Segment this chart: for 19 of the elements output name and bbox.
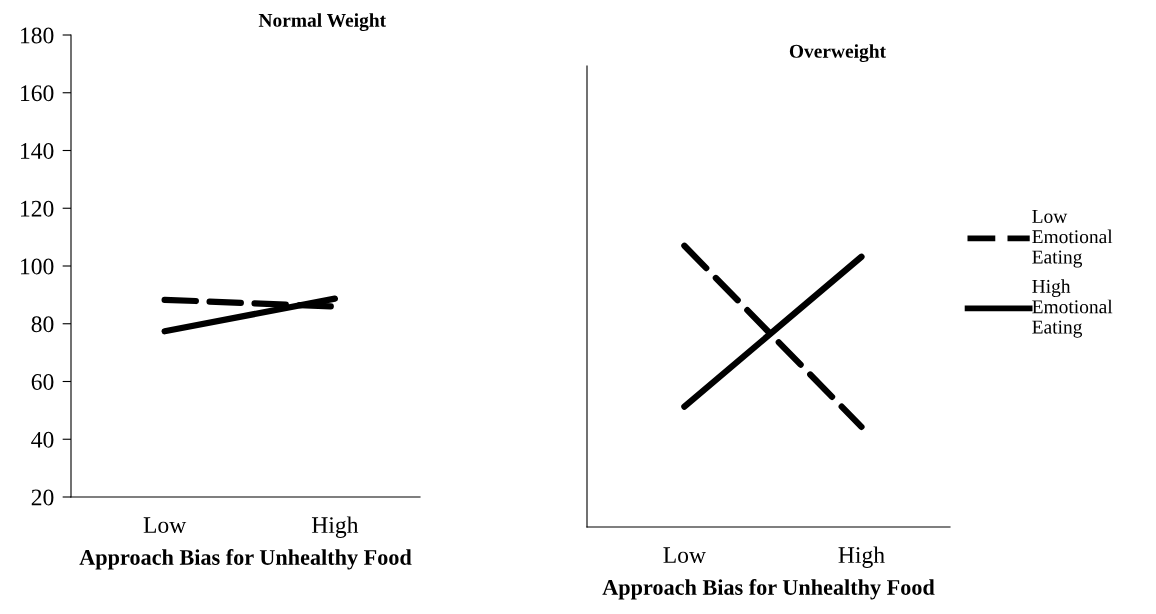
x-axis-title: Approach Bias for Unhealthy Food (79, 549, 412, 570)
legend-label: Low Emotional Eating (1032, 210, 1113, 268)
y-tick-label: 120 (20, 200, 54, 217)
y-tick-label: 160 (20, 85, 54, 102)
legend-label: High Emotional Eating (1032, 279, 1113, 338)
x-tick-label: Low (143, 517, 187, 534)
y-tick-label: 180 (20, 27, 54, 44)
y-tick-label: 100 (20, 258, 54, 275)
y-tick-label: 60 (31, 373, 54, 390)
x-tick-label: Low (663, 547, 706, 564)
y-tick-label: 140 (20, 142, 54, 159)
y-tick-label: 80 (31, 316, 54, 333)
chart-title: Normal Weight (258, 13, 387, 31)
y-tick-label: 40 (31, 431, 54, 448)
x-tick-label: High (838, 546, 885, 568)
y-tick-label: 20 (31, 489, 54, 506)
x-tick-label: High (311, 516, 359, 538)
x-axis-title: Approach Bias for Unhealthy Food (602, 579, 935, 600)
chart-title: Overweight (789, 44, 886, 62)
